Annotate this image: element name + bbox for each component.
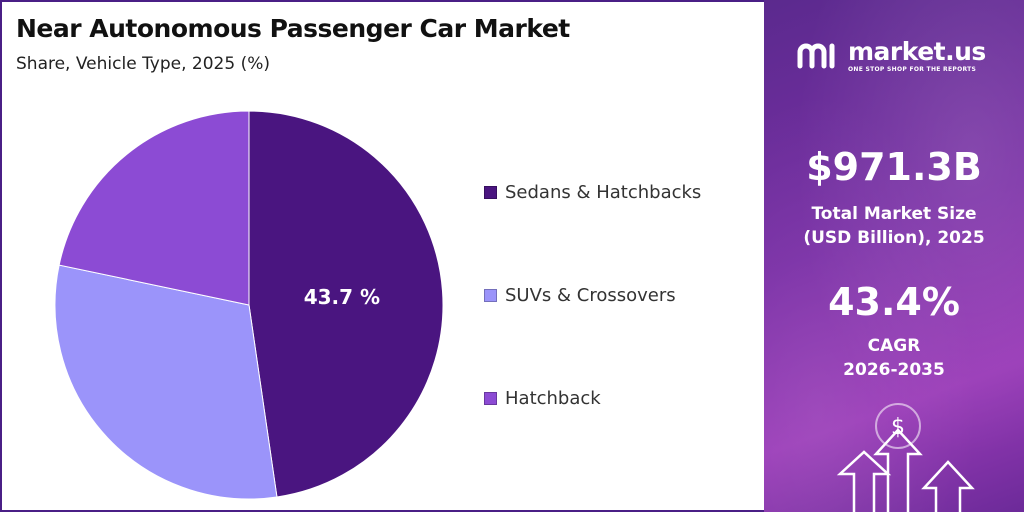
market-size-value: $971.3B (806, 145, 982, 189)
legend-swatch (484, 391, 497, 405)
legend-item-sedans: Sedans & Hatchbacks (484, 178, 701, 206)
legend-item-hatchback: Hatchback (484, 384, 701, 412)
market-size-label-line1: Total Market Size (811, 204, 977, 224)
cagr-value: 43.4% (828, 280, 960, 324)
legend-label: SUVs & Crossovers (505, 284, 676, 306)
cagr-label-line1: CAGR (867, 336, 921, 356)
legend-label: Sedans & Hatchbacks (505, 181, 702, 203)
legend: Sedans & Hatchbacks SUVs & Crossovers Ha… (484, 178, 701, 487)
market-size-label-line2: (USD Billion), 2025 (803, 228, 985, 248)
chart-subtitle: Share, Vehicle Type, 2025 (%) (16, 54, 271, 74)
legend-swatch (484, 185, 497, 199)
summary-panel: market.us ONE STOP SHOP FOR THE REPORTS … (764, 0, 1024, 512)
legend-label: Hatchback (505, 387, 601, 409)
pie-data-label: 43.7 % (304, 285, 380, 309)
pie-slice-hatchback (58, 110, 250, 306)
chart-panel: Near Autonomous Passenger Car Market Sha… (0, 0, 764, 512)
cagr-label: CAGR 2026-2035 (764, 334, 1024, 382)
brand-tagline: ONE STOP SHOP FOR THE REPORTS (848, 66, 977, 73)
pie-slice-suvs (54, 264, 278, 500)
legend-swatch (484, 288, 497, 302)
growth-arrows-dollar-icon: $ (836, 403, 975, 512)
brand: market.us ONE STOP SHOP FOR THE REPORTS (794, 36, 986, 76)
market-size-label: Total Market Size (USD Billion), 2025 (764, 202, 1024, 250)
market-us-logo-icon (797, 43, 835, 69)
chart-title: Near Autonomous Passenger Car Market (16, 14, 570, 43)
pie-chart: 43.7 % (54, 110, 444, 500)
pie-slice-sedans (248, 110, 444, 498)
legend-item-suvs: SUVs & Crossovers (484, 281, 701, 309)
brand-name: market.us (848, 37, 986, 66)
cagr-label-line2: 2026-2035 (843, 360, 945, 380)
